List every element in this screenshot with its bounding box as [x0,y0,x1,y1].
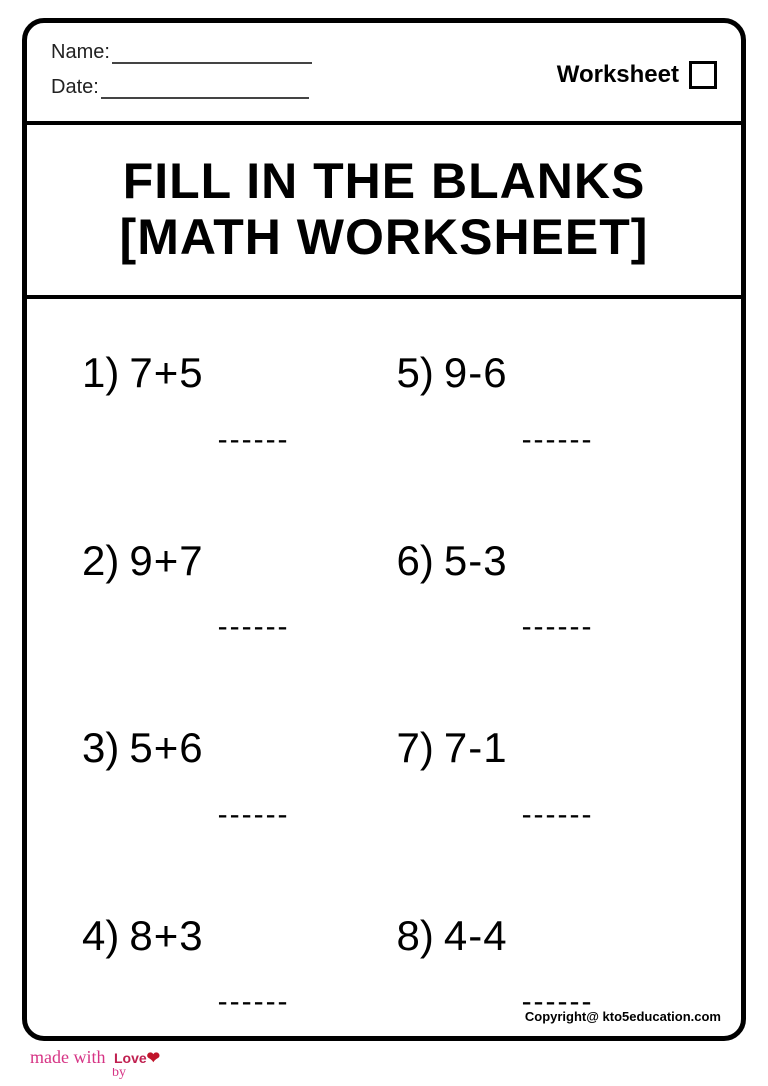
answer-blank[interactable]: ------ [218,610,290,644]
title-line-2: [MATH WORKSHEET] [47,209,721,265]
problem-expression: 4-4 [444,912,508,960]
problem-expression: 9-6 [444,349,508,397]
problem-number: 2) [82,537,119,585]
made-with-love-badge: made with Love❤ by [30,1048,164,1080]
love-text: Love [114,1050,147,1066]
worksheet-frame: Name: Date: Worksheet FILL IN THE BLANKS… [22,18,746,1041]
problem-expression: 5-3 [444,537,508,585]
problems-grid: 1) 7+5 ------ 5) 9-6 ------ 2) 9+7 -----… [27,299,741,999]
love-box: Love❤ [110,1050,164,1068]
title-band: FILL IN THE BLANKS [MATH WORKSHEET] [27,125,741,299]
made-prefix: made with [30,1047,105,1067]
answer-blank[interactable]: ------ [522,610,594,644]
problem-number: 1) [82,349,119,397]
problem-6: 6) 5-3 ------ [397,537,702,625]
title-line-1: FILL IN THE BLANKS [47,153,721,209]
problem-number: 4) [82,912,119,960]
answer-blank[interactable]: ------ [522,423,594,457]
by-text: by [112,1066,164,1080]
answer-blank[interactable]: ------ [218,423,290,457]
problem-number: 6) [397,537,434,585]
name-label: Name: [51,41,110,64]
worksheet-number-box[interactable] [689,61,717,89]
problem-2: 2) 9+7 ------ [82,537,387,625]
problem-expression: 7+5 [129,349,203,397]
problem-5: 5) 9-6 ------ [397,349,702,437]
problem-4: 4) 8+3 ------ [82,912,387,1000]
problem-expression: 9+7 [129,537,203,585]
problem-7: 7) 7-1 ------ [397,724,702,812]
problem-number: 5) [397,349,434,397]
copyright-text: Copyright@ kto5education.com [525,1009,721,1024]
problem-number: 8) [397,912,434,960]
problem-expression: 5+6 [129,724,203,772]
problem-expression: 7-1 [444,724,508,772]
problem-3: 3) 5+6 ------ [82,724,387,812]
heart-icon: ❤ [147,1050,160,1067]
answer-blank[interactable]: ------ [218,985,290,1019]
problem-number: 7) [397,724,434,772]
date-input-line[interactable] [101,81,309,99]
answer-blank[interactable]: ------ [218,798,290,832]
worksheet-label: Worksheet [557,61,679,89]
problem-expression: 8+3 [129,912,203,960]
problem-8: 8) 4-4 ------ [397,912,702,1000]
header-right: Worksheet [557,61,717,89]
problem-1: 1) 7+5 ------ [82,349,387,437]
problem-number: 3) [82,724,119,772]
name-input-line[interactable] [112,46,312,64]
answer-blank[interactable]: ------ [522,798,594,832]
date-label: Date: [51,76,99,99]
header-band: Name: Date: Worksheet [27,23,741,125]
